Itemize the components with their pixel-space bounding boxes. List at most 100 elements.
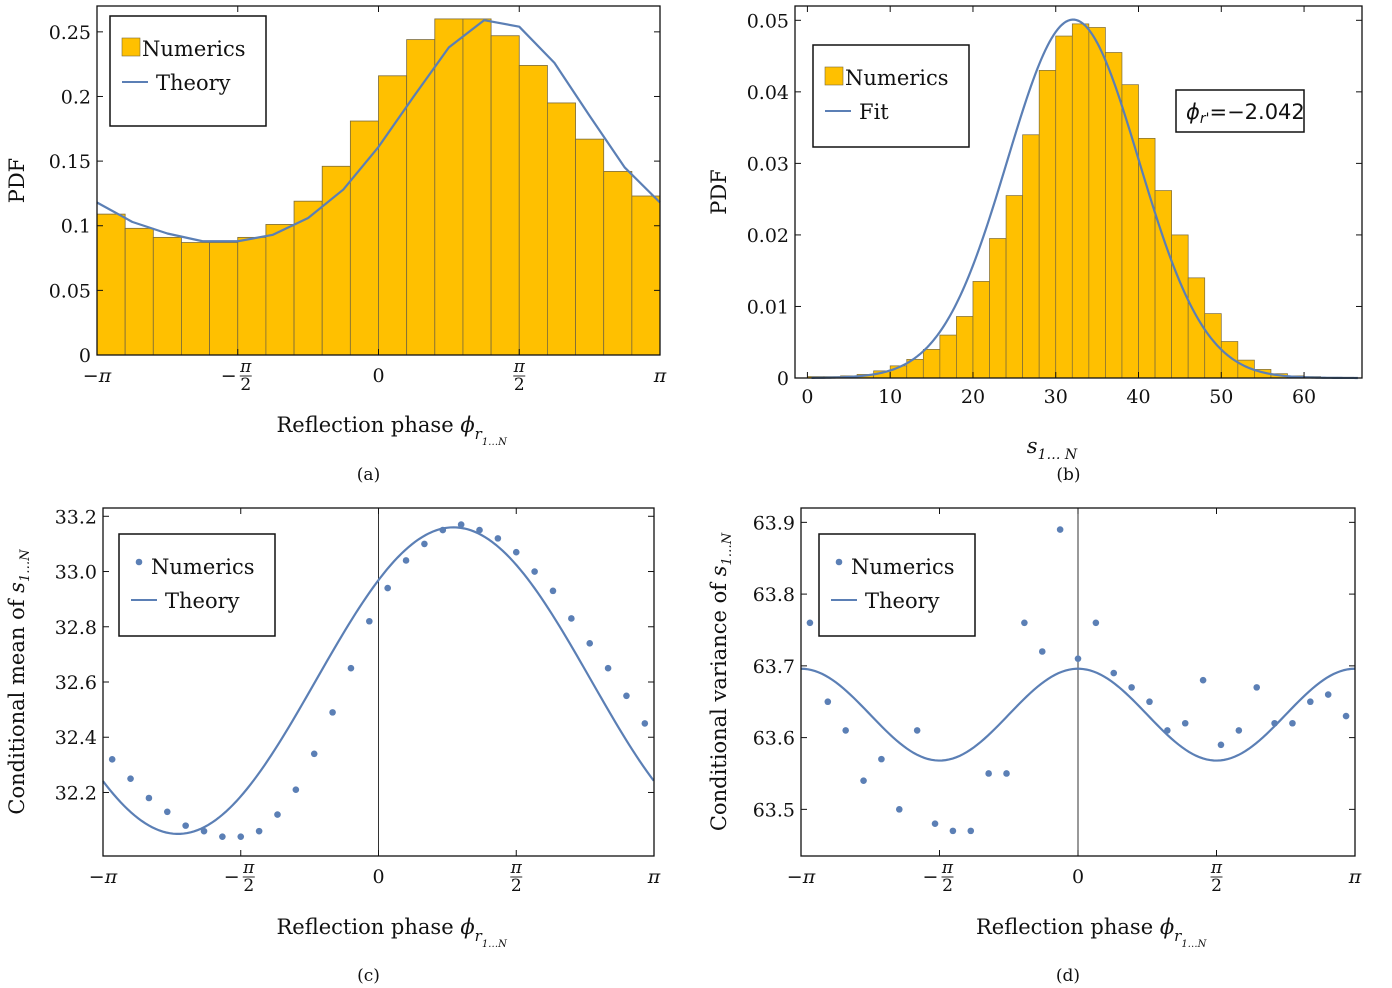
fit-curve xyxy=(811,18,1358,380)
panel-caption: (a) xyxy=(357,465,380,485)
data-point xyxy=(1128,684,1135,691)
histogram-bar xyxy=(956,316,974,379)
y-tick-label: 0.03 xyxy=(747,153,789,175)
panel-c: −π 0 π− π2π232.232.432.632.833.033.2Conditi… xyxy=(5,506,661,986)
data-point xyxy=(1253,684,1261,691)
data-point xyxy=(1146,698,1153,706)
histogram-bar xyxy=(124,227,154,356)
x-tick-label-den-half-pi: 2 xyxy=(511,876,522,896)
panel-a: −π 0 π− π2π200.050.10.150.20.25PDFReflectio… xyxy=(5,5,667,485)
x-tick-label: 30 xyxy=(1044,386,1068,408)
panel-d: −π 0 π− π2π263.563.663.763.863.9Conditional… xyxy=(707,507,1362,986)
x-tick-label-num-half-pi: π xyxy=(513,357,526,377)
data-point xyxy=(1110,669,1118,677)
legend-label: Theory xyxy=(156,71,231,95)
y-axis-label: PDF xyxy=(5,158,29,204)
panel-b: 0 10 20 30 40 50 60 0 0.01 0.02 0.03 0.04 0.05 PDF s1…… xyxy=(707,5,1363,485)
x-tick-label: 10 xyxy=(878,386,902,408)
histogram-bar xyxy=(972,281,990,379)
data-point xyxy=(384,584,391,592)
histogram-bar xyxy=(490,35,520,356)
y-tick-label: 0.15 xyxy=(49,151,91,173)
data-point xyxy=(1056,526,1064,533)
data-point xyxy=(421,540,428,548)
histogram-bar xyxy=(209,242,239,356)
x-tick-label: 40 xyxy=(1126,386,1150,408)
histogram-bar xyxy=(1055,35,1073,379)
data-point xyxy=(1307,698,1314,706)
x-tick-label-den-neg-half-pi: 2 xyxy=(243,876,254,896)
x-tick-label-num-half-pi: π xyxy=(510,858,523,878)
y-tick-label: 0 xyxy=(777,368,789,390)
x-tick-label-neg-pi: −π xyxy=(83,365,112,387)
y-tick-label: 0.05 xyxy=(49,280,91,302)
histogram-bar xyxy=(293,200,323,356)
y-tick-label: 63.7 xyxy=(753,656,795,678)
data-point xyxy=(237,833,245,840)
data-point xyxy=(878,755,885,763)
legend-label: Theory xyxy=(865,589,940,613)
data-point xyxy=(1235,727,1243,734)
legend-swatch-point xyxy=(135,558,143,566)
histogram-bar xyxy=(1005,195,1023,379)
legend-label: Fit xyxy=(859,100,889,124)
histogram-bar xyxy=(321,165,351,356)
y-tick-label: 32.6 xyxy=(55,672,97,694)
y-tick-label: 0.25 xyxy=(49,22,91,44)
histogram-bar xyxy=(434,18,464,356)
data-point xyxy=(476,526,483,534)
data-point xyxy=(531,568,538,575)
data-point xyxy=(1038,648,1046,655)
data-point xyxy=(1092,619,1100,627)
histogram-bar xyxy=(603,171,633,356)
legend-box xyxy=(818,533,976,637)
y-axis-label: PDF xyxy=(707,169,731,215)
panel-caption: (b) xyxy=(1056,465,1080,485)
x-tick-label-den-neg-half-pi: 2 xyxy=(942,876,953,896)
histogram-bar xyxy=(1088,27,1106,379)
histogram-bar xyxy=(575,138,605,356)
data-point xyxy=(842,727,849,734)
data-point xyxy=(1181,719,1189,727)
data-point xyxy=(641,720,649,727)
y-tick-label: 0 xyxy=(79,345,91,367)
x-tick-label-den-half-pi: 2 xyxy=(514,375,525,395)
histogram-bar xyxy=(152,236,182,356)
legend-label: Theory xyxy=(165,589,240,613)
histogram-bar xyxy=(939,334,957,379)
x-tick-label-minus-neg-half-pi: − xyxy=(224,866,240,888)
phase-annotation-box xyxy=(1175,89,1305,133)
histogram-bar xyxy=(462,18,492,356)
histogram-bar xyxy=(265,224,295,356)
y-tick-label: 32.8 xyxy=(55,617,97,639)
histogram-bar xyxy=(378,75,408,356)
histogram-bar xyxy=(631,195,661,356)
x-tick-label-neg-pi: −π xyxy=(89,866,118,888)
x-tick-label-minus-neg-half-pi: − xyxy=(923,866,939,888)
x-tick-label-minus-neg-half-pi: − xyxy=(221,365,237,387)
legend-label: Numerics xyxy=(142,37,246,61)
x-tick-label-neg-pi: −π xyxy=(787,866,816,888)
data-point xyxy=(1199,676,1207,684)
legend-swatch-bar xyxy=(824,66,844,86)
data-point xyxy=(512,548,520,556)
legend-box xyxy=(109,15,267,127)
x-tick-label: 50 xyxy=(1209,386,1233,408)
x-axis-label: Reflection phase ϕr1…N xyxy=(277,915,509,950)
histogram-bar xyxy=(547,102,576,356)
y-tick-label: 0.04 xyxy=(747,82,789,104)
data-point xyxy=(274,811,281,818)
theory-curve xyxy=(800,667,1355,762)
phase-annotation: ϕr'=−2.042 xyxy=(1186,100,1305,127)
data-point xyxy=(1342,712,1350,720)
data-point xyxy=(292,786,300,794)
histogram-bar xyxy=(349,120,379,356)
data-point xyxy=(1003,770,1010,777)
data-point xyxy=(549,587,557,595)
x-axis-label: s1… N xyxy=(1027,434,1078,463)
y-tick-label: 0.01 xyxy=(747,296,789,318)
data-point xyxy=(1074,655,1082,662)
data-point xyxy=(1021,619,1028,627)
panel-caption: (d) xyxy=(1056,966,1080,986)
